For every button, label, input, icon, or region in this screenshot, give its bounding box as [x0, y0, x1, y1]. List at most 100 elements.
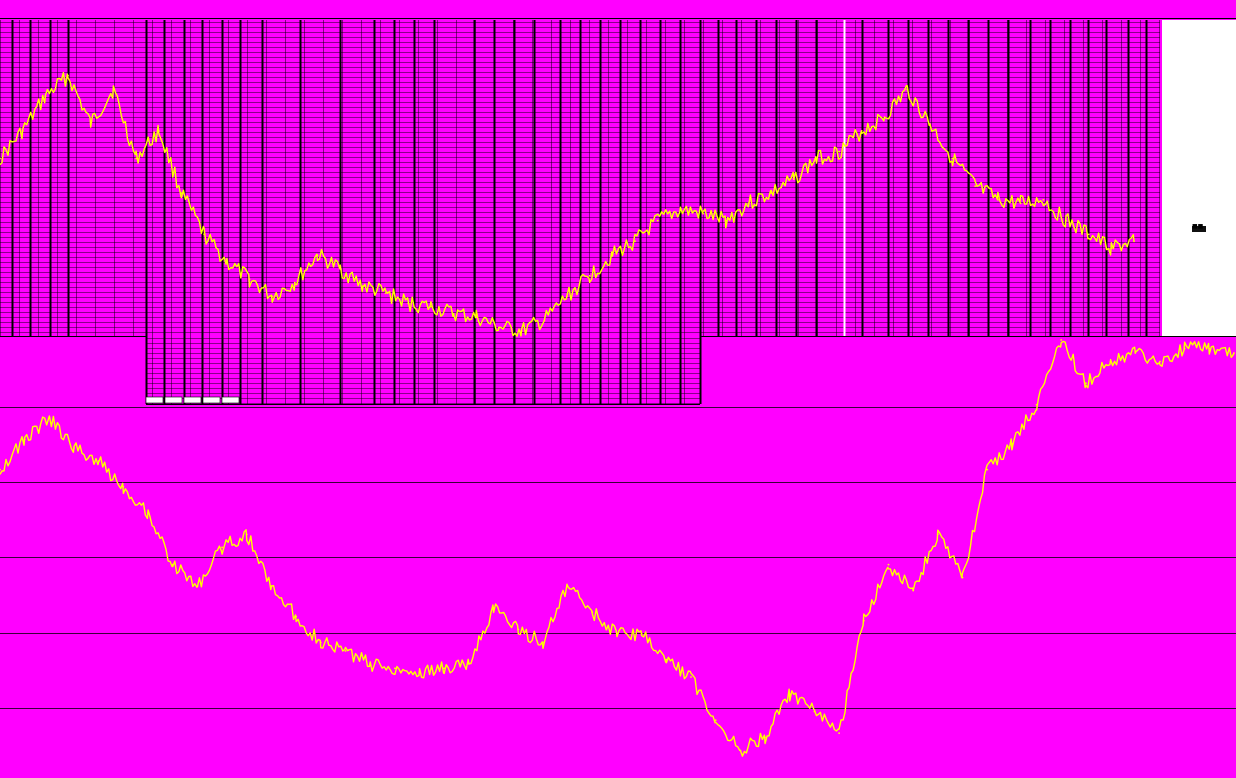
series-point [157, 130, 160, 132]
series-point [961, 576, 964, 579]
corner-black-marker [1192, 226, 1206, 232]
series-point [1159, 360, 1161, 363]
series-point [171, 563, 174, 566]
series-point [974, 185, 977, 188]
upper-panel-mini-labels [145, 396, 240, 404]
series-point [912, 589, 915, 592]
series-point [67, 74, 69, 77]
upper-right-white-panel [1162, 20, 1236, 336]
upper-panel-column-bars [0, 20, 1236, 405]
series-point [679, 209, 682, 212]
series-point [788, 693, 791, 696]
series-point [394, 667, 396, 670]
series-point [1183, 347, 1186, 350]
series-point [316, 254, 319, 256]
series-point [764, 736, 766, 739]
series-point [339, 268, 342, 270]
series-point [225, 261, 228, 263]
series-point [591, 611, 594, 614]
series-point [936, 533, 939, 536]
series-point [319, 641, 322, 644]
series-point [640, 632, 643, 635]
series-point [665, 658, 668, 661]
series-point [112, 88, 115, 91]
series-point [702, 212, 704, 215]
series-point [860, 130, 863, 132]
upper-mini-label-box [221, 396, 240, 404]
series-point [344, 650, 347, 652]
series-point [838, 150, 841, 153]
series-point [203, 233, 206, 236]
series-point [862, 619, 865, 622]
series-point [611, 254, 614, 256]
series-point [73, 447, 75, 449]
series-point [616, 632, 618, 635]
series-point [221, 546, 224, 549]
series-point [1134, 352, 1137, 354]
upper-series-line [0, 71, 1135, 337]
upper-mini-label-box [164, 396, 183, 404]
series-point [566, 585, 569, 588]
series-point [951, 157, 954, 160]
series-point [739, 749, 742, 752]
series-point [248, 278, 251, 281]
series-point [1011, 442, 1013, 445]
series-point [135, 157, 138, 160]
top-strip [0, 0, 1236, 16]
series-point [443, 667, 446, 670]
series-point [369, 663, 372, 665]
series-point [1110, 247, 1113, 250]
series-point [362, 285, 364, 287]
series-point [492, 606, 495, 609]
series-point [906, 88, 909, 91]
series-point [883, 116, 886, 118]
series-point [690, 676, 692, 678]
series-point [1208, 347, 1211, 350]
series-point [180, 192, 183, 194]
series-point [418, 671, 421, 674]
series-point [1109, 360, 1112, 363]
series-point [384, 292, 387, 294]
series-point [1042, 199, 1045, 201]
series-point [986, 468, 989, 471]
series-point [295, 615, 298, 618]
upper-mini-label-box [145, 396, 164, 404]
series-point [542, 641, 544, 644]
upper-mini-label-box [183, 396, 202, 404]
series-point [1087, 233, 1090, 236]
series-point [147, 511, 150, 514]
series-point [1133, 240, 1135, 243]
upper-mini-label-box [202, 396, 221, 404]
series-point [724, 219, 727, 222]
series-point [543, 319, 546, 322]
lower-series-line [0, 339, 1235, 757]
series-point [656, 219, 659, 222]
series-point [588, 274, 591, 277]
series-point [813, 710, 816, 713]
series-point [997, 199, 999, 201]
series-point [293, 281, 296, 284]
series-point [475, 316, 478, 319]
series-point [0, 157, 1, 160]
series-point [430, 306, 432, 308]
series-point [815, 157, 818, 160]
series-point [887, 563, 890, 566]
upper-extension-bg [146, 336, 700, 404]
series-point [1019, 202, 1022, 205]
lower-panel-grid [0, 407, 1236, 709]
series-point [48, 416, 51, 419]
series-point [44, 95, 47, 98]
series-point [792, 178, 795, 181]
series-point [714, 719, 717, 722]
series-point [97, 460, 100, 462]
series-point [498, 326, 500, 329]
series-point [468, 663, 470, 665]
series-point [770, 192, 772, 194]
series-point [566, 295, 568, 298]
series-point [23, 438, 26, 441]
series-point [196, 585, 199, 588]
corner-label: ■■ [1192, 223, 1204, 230]
series-point [122, 486, 125, 488]
